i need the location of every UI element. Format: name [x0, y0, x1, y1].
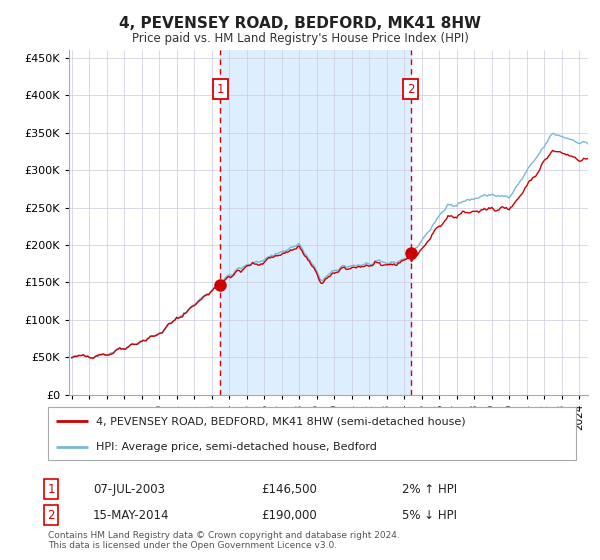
- Text: 5% ↓ HPI: 5% ↓ HPI: [402, 508, 457, 522]
- Text: £146,500: £146,500: [261, 483, 317, 496]
- Text: Price paid vs. HM Land Registry's House Price Index (HPI): Price paid vs. HM Land Registry's House …: [131, 32, 469, 45]
- Text: 4, PEVENSEY ROAD, BEDFORD, MK41 8HW (semi-detached house): 4, PEVENSEY ROAD, BEDFORD, MK41 8HW (sem…: [95, 417, 465, 427]
- Text: 2: 2: [407, 83, 415, 96]
- Text: 2% ↑ HPI: 2% ↑ HPI: [402, 483, 457, 496]
- Bar: [220, 50, 410, 395]
- Text: £190,000: £190,000: [261, 508, 317, 522]
- Text: 1: 1: [47, 483, 55, 496]
- Text: 1: 1: [217, 83, 224, 96]
- Text: Contains HM Land Registry data © Crown copyright and database right 2024.
This d: Contains HM Land Registry data © Crown c…: [48, 530, 400, 550]
- Text: HPI: Average price, semi-detached house, Bedford: HPI: Average price, semi-detached house,…: [95, 442, 376, 452]
- Text: 2: 2: [47, 508, 55, 522]
- Text: 4, PEVENSEY ROAD, BEDFORD, MK41 8HW: 4, PEVENSEY ROAD, BEDFORD, MK41 8HW: [119, 16, 481, 31]
- Text: 15-MAY-2014: 15-MAY-2014: [93, 508, 170, 522]
- FancyBboxPatch shape: [48, 407, 576, 460]
- Text: 07-JUL-2003: 07-JUL-2003: [93, 483, 165, 496]
